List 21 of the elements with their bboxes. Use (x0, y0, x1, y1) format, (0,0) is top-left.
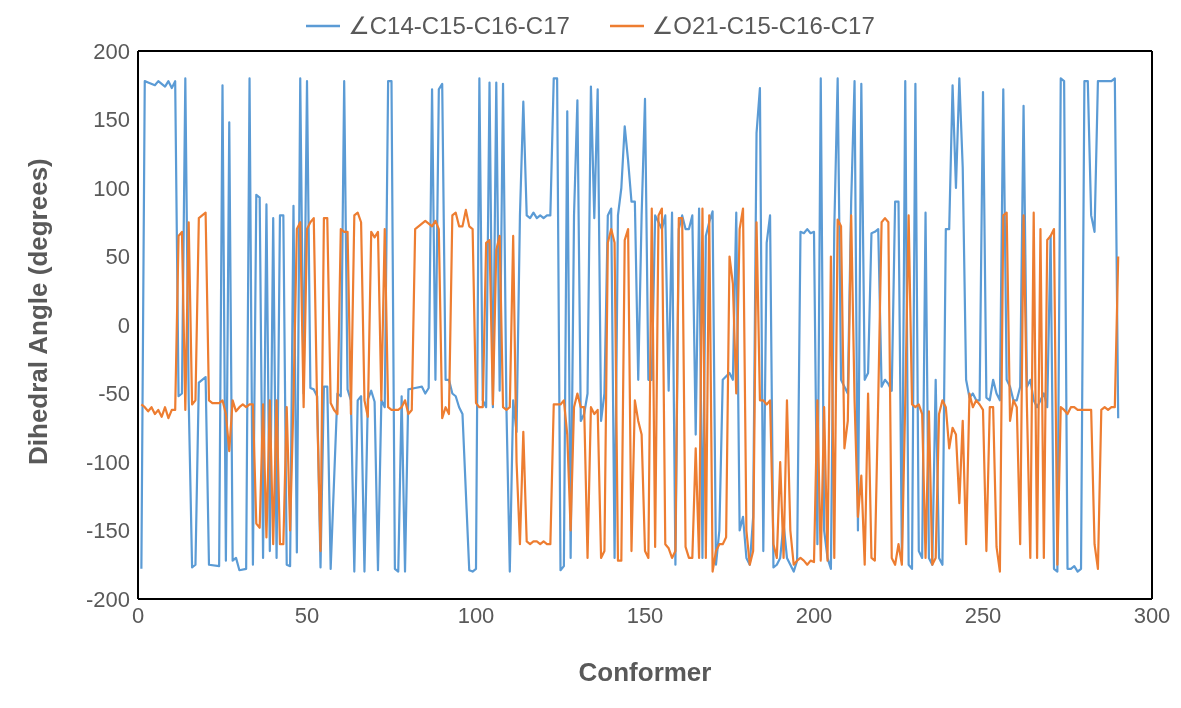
y-axis-title: Dihedral Angle (degrees) (23, 158, 54, 465)
x-axis-title: Conformer (578, 657, 712, 687)
y-tick-label: 50 (105, 244, 130, 270)
line-series (140, 207, 1120, 573)
x-tick-label: 300 (1133, 602, 1171, 628)
y-tick-label: -200 (85, 586, 130, 612)
y-tick-label: -100 (85, 449, 130, 475)
y-tick-label: 0 (117, 312, 130, 338)
x-tick-label: 100 (457, 602, 495, 628)
legend-label: ∠O21-C15-C16-C17 (651, 12, 875, 40)
x-tick-label: 250 (964, 602, 1002, 628)
y-tick-label: 200 (93, 38, 130, 64)
x-tick-label: 150 (626, 602, 664, 628)
x-tick-label: 200 (795, 602, 833, 628)
y-tick-label: -50 (98, 381, 130, 407)
line-series (140, 77, 1120, 573)
y-tick-label: 100 (93, 175, 130, 201)
x-tick-label: 50 (294, 602, 320, 628)
y-tick-label: 150 (93, 107, 130, 133)
legend-label: ∠C14-C15-C16-C17 (348, 12, 570, 40)
y-tick-label: -150 (85, 518, 130, 544)
